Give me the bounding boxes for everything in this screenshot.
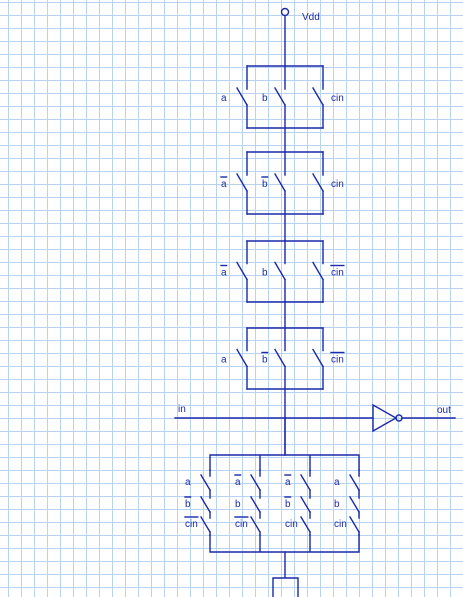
stage-2-switch-2	[274, 173, 286, 192]
pull-down-column-1-switch-3	[200, 516, 211, 533]
stage-1-mid-label: b	[262, 93, 268, 104]
stage-4-switch-3	[312, 348, 324, 368]
pull-down-column-1-row-2-label: b	[185, 499, 191, 510]
stage-1-switch-2	[274, 87, 286, 106]
pull-up-stage-2: a b cin	[220, 151, 344, 215]
stage-3-switch-3	[312, 261, 324, 281]
stage-3-left-label: a	[221, 268, 227, 279]
pull-down-column-2-switch-3	[250, 516, 261, 533]
stage-3-mid-label: b	[262, 268, 268, 279]
pull-down-column-1-switch-1	[200, 474, 211, 491]
pull-down-column-4-switch-2	[349, 496, 360, 513]
pull-down-column-3-switch-1	[300, 474, 311, 491]
pull-up-network: a b cin a b cin a b cin a b cin	[220, 65, 345, 390]
stage-3-switch-1	[236, 261, 248, 281]
stage-3-switch-2	[274, 261, 286, 281]
pull-down-column-3-row-2-label: b	[285, 499, 291, 510]
pull-up-stage-1: a b cin	[221, 65, 344, 129]
pull-down-column-3-row-1-label: a	[285, 477, 291, 488]
input-label: in	[178, 404, 186, 415]
stage-1-left-label: a	[221, 93, 227, 104]
ground-symbol	[272, 551, 299, 597]
stage-2-left-label: a	[221, 179, 227, 190]
pull-up-stage-4: a b cin	[221, 327, 345, 390]
stage-2-switch-1	[236, 173, 248, 192]
stage-1-right-label: cin	[331, 93, 344, 104]
stage-4-mid-label: b	[262, 355, 268, 366]
pull-down-column-1: ab cin	[184, 469, 211, 536]
pull-down-column-2-switch-1	[250, 474, 261, 491]
stage-2-right-label: cin	[331, 179, 344, 190]
pull-down-column-2-row-2-label: b	[235, 499, 241, 510]
pull-down-column-1-switch-2	[200, 496, 211, 513]
stage-4-switch-2	[274, 348, 286, 368]
inverter-symbol	[372, 403, 398, 433]
vdd-terminal	[280, 7, 290, 17]
stage-1-switch-3	[312, 87, 324, 106]
stage-4-left-label: a	[221, 355, 227, 366]
pull-down-column-4-row-1-label: a	[334, 477, 340, 488]
pull-down-column-2-row-3-label: cin	[235, 519, 248, 530]
stage-1-switch-1	[236, 87, 248, 106]
pull-down-column-1-row-3-label: cin	[185, 519, 198, 530]
pull-down-column-1-row-1-label: a	[185, 477, 191, 488]
vdd-label: Vdd	[302, 12, 320, 23]
pull-up-stage-3: a b cin	[220, 240, 345, 303]
output-label: out	[437, 405, 451, 416]
stage-2-switch-3	[312, 173, 324, 192]
pull-down-column-4-switch-3	[349, 516, 360, 533]
pull-down-column-4: ab cin	[334, 469, 360, 536]
pull-down-column-3-row-3-label: cin	[285, 519, 298, 530]
stage-3-right-label: cin	[331, 268, 344, 279]
pull-down-column-3-switch-3	[300, 516, 311, 533]
pull-down-column-4-row-2-label: b	[334, 499, 340, 510]
stage-4-right-label: cin	[331, 355, 344, 366]
pull-down-column-3: ab cin	[284, 469, 311, 536]
stage-4-switch-1	[236, 348, 248, 368]
pull-down-column-4-row-3-label: cin	[334, 519, 347, 530]
pull-down-column-2-row-1-label: a	[235, 477, 241, 488]
stage-2-mid-label: b	[262, 179, 268, 190]
pull-down-column-4-switch-1	[349, 474, 360, 491]
pull-down-column-2: ab cin	[234, 469, 261, 536]
pull-down-column-2-switch-2	[250, 496, 261, 513]
pull-down-column-3-switch-2	[300, 496, 311, 513]
